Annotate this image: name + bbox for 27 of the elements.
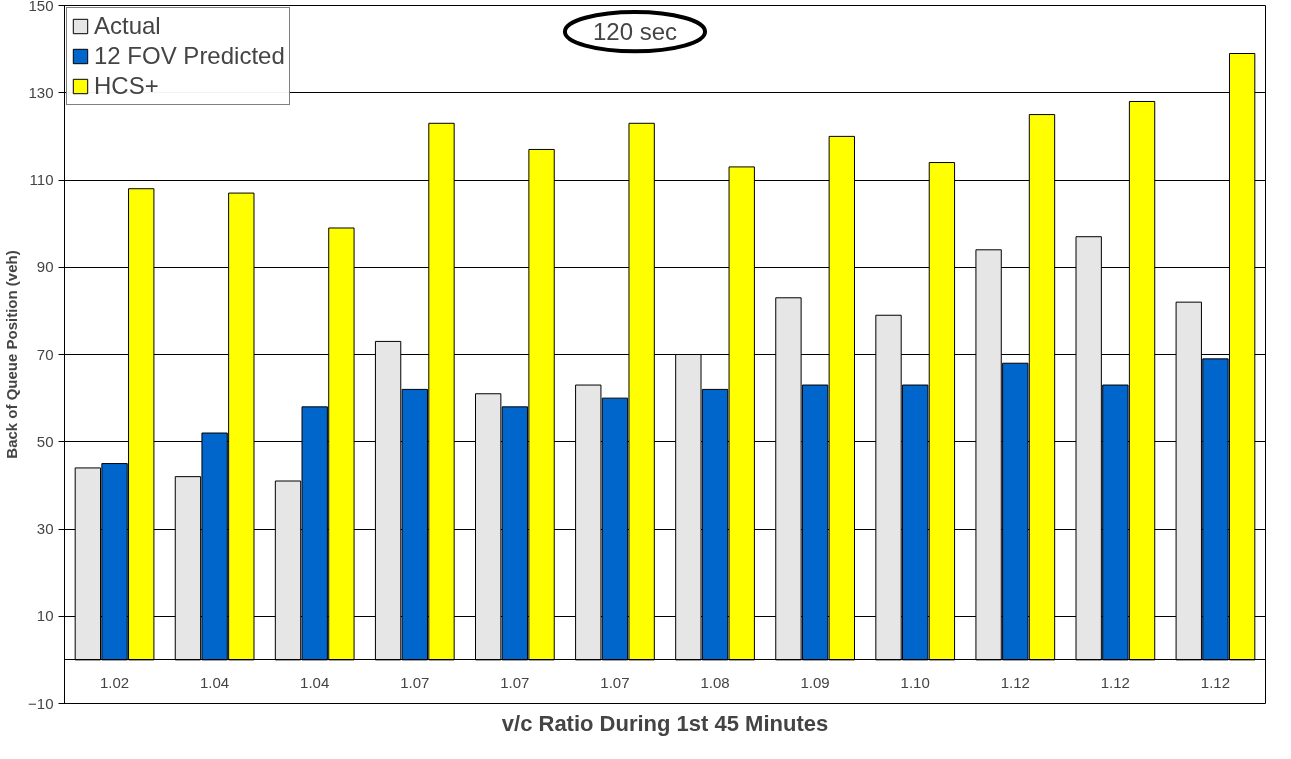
- x-tick-label: 1.04: [200, 673, 230, 691]
- y-tick-label: 90: [36, 258, 54, 276]
- y-tick-label: 70: [36, 345, 54, 363]
- x-tick-label: 1.07: [500, 673, 530, 691]
- x-tick-label: 1.08: [700, 673, 730, 691]
- legend-label: HCS+: [94, 72, 159, 100]
- y-tick-label: 110: [29, 171, 54, 188]
- y-tick-label: −10: [28, 694, 54, 712]
- annotation: 120 sec: [592, 18, 678, 46]
- legend-label: 12 FOV Predicted: [94, 42, 285, 70]
- x-tick-label: 1.09: [800, 673, 830, 691]
- y-tick-label: 10: [36, 607, 54, 625]
- x-tick-label: 1.10: [900, 673, 930, 691]
- x-tick-label: 1.07: [600, 673, 630, 691]
- x-tick-label: 1.02: [99, 673, 130, 691]
- legend-label: Actual: [94, 12, 161, 40]
- y-tick-label: 50: [36, 432, 54, 450]
- y-tick-label: 130: [28, 83, 54, 101]
- x-tick-label: 1.04: [300, 673, 330, 691]
- y-tick-label: 30: [36, 520, 54, 537]
- x-tick-label: 1.07: [400, 673, 430, 691]
- x-tick-label: 1.12: [1000, 673, 1030, 691]
- x-tick-label: 1.12: [1200, 673, 1231, 691]
- y-axis-title: Back of Queue Position (veh): [3, 250, 21, 459]
- x-axis-title: v/c Ratio During 1st 45 Minutes: [501, 710, 829, 736]
- y-tick-label: 150: [28, 0, 54, 14]
- x-tick-label: 1.12: [1100, 673, 1130, 691]
